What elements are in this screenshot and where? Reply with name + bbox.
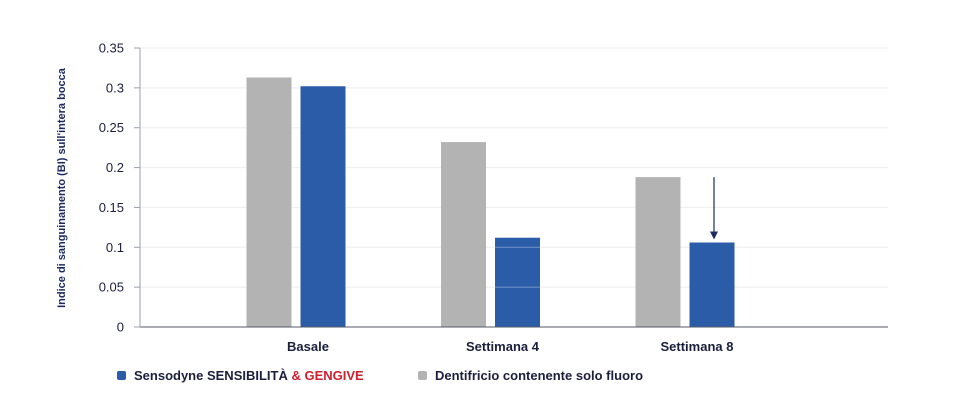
y-axis-ticks: 0 0.05 0.1 0.15 0.2 0.25 0.3 0.35 [99, 41, 140, 335]
y-tick-label: 0.25 [99, 120, 124, 135]
y-tick-label: 0.3 [106, 80, 124, 95]
legend-label-accent: & GENGIVE [287, 368, 364, 383]
x-category-label: Basale [287, 339, 329, 354]
y-tick-label: 0 [117, 320, 124, 335]
y-tick-label: 0.2 [106, 160, 124, 175]
y-tick-label: 0.1 [106, 240, 124, 255]
legend-item-fluoride: Dentifricio contenente solo fluoro [418, 368, 643, 383]
y-tick-label: 0.05 [99, 280, 124, 295]
legend-swatch-blue [117, 371, 126, 380]
bar-sensodyne-2 [689, 242, 735, 327]
y-tick-label: 0.35 [99, 41, 124, 56]
y-tick-label: 0.15 [99, 200, 124, 215]
bar-sensodyne-0 [300, 86, 346, 328]
legend-item-sensodyne: Sensodyne SENSIBILITÀ & GENGIVE [117, 368, 364, 383]
legend-label-sensodyne: Sensodyne SENSIBILITÀ [134, 368, 288, 383]
legend-label-fluoride: Dentifricio contenente solo fluoro [435, 368, 644, 383]
x-category-label: Settimana 4 [466, 339, 540, 354]
y-axis-label: Indice di sanguinamento (BI) sull'intera… [56, 67, 68, 308]
bar-fluoride-1 [441, 142, 486, 327]
x-axis-categories: Basale Settimana 4 Settimana 8 [287, 339, 733, 354]
arrow-annotation [710, 177, 718, 240]
bars [246, 77, 735, 328]
bar-fluoride-0 [246, 77, 292, 327]
legend-swatch-gray [418, 371, 427, 380]
bar-sensodyne-1 [495, 237, 540, 327]
arrow-head [710, 231, 718, 240]
bar-fluoride-2 [635, 177, 681, 327]
x-category-label: Settimana 8 [661, 339, 734, 354]
